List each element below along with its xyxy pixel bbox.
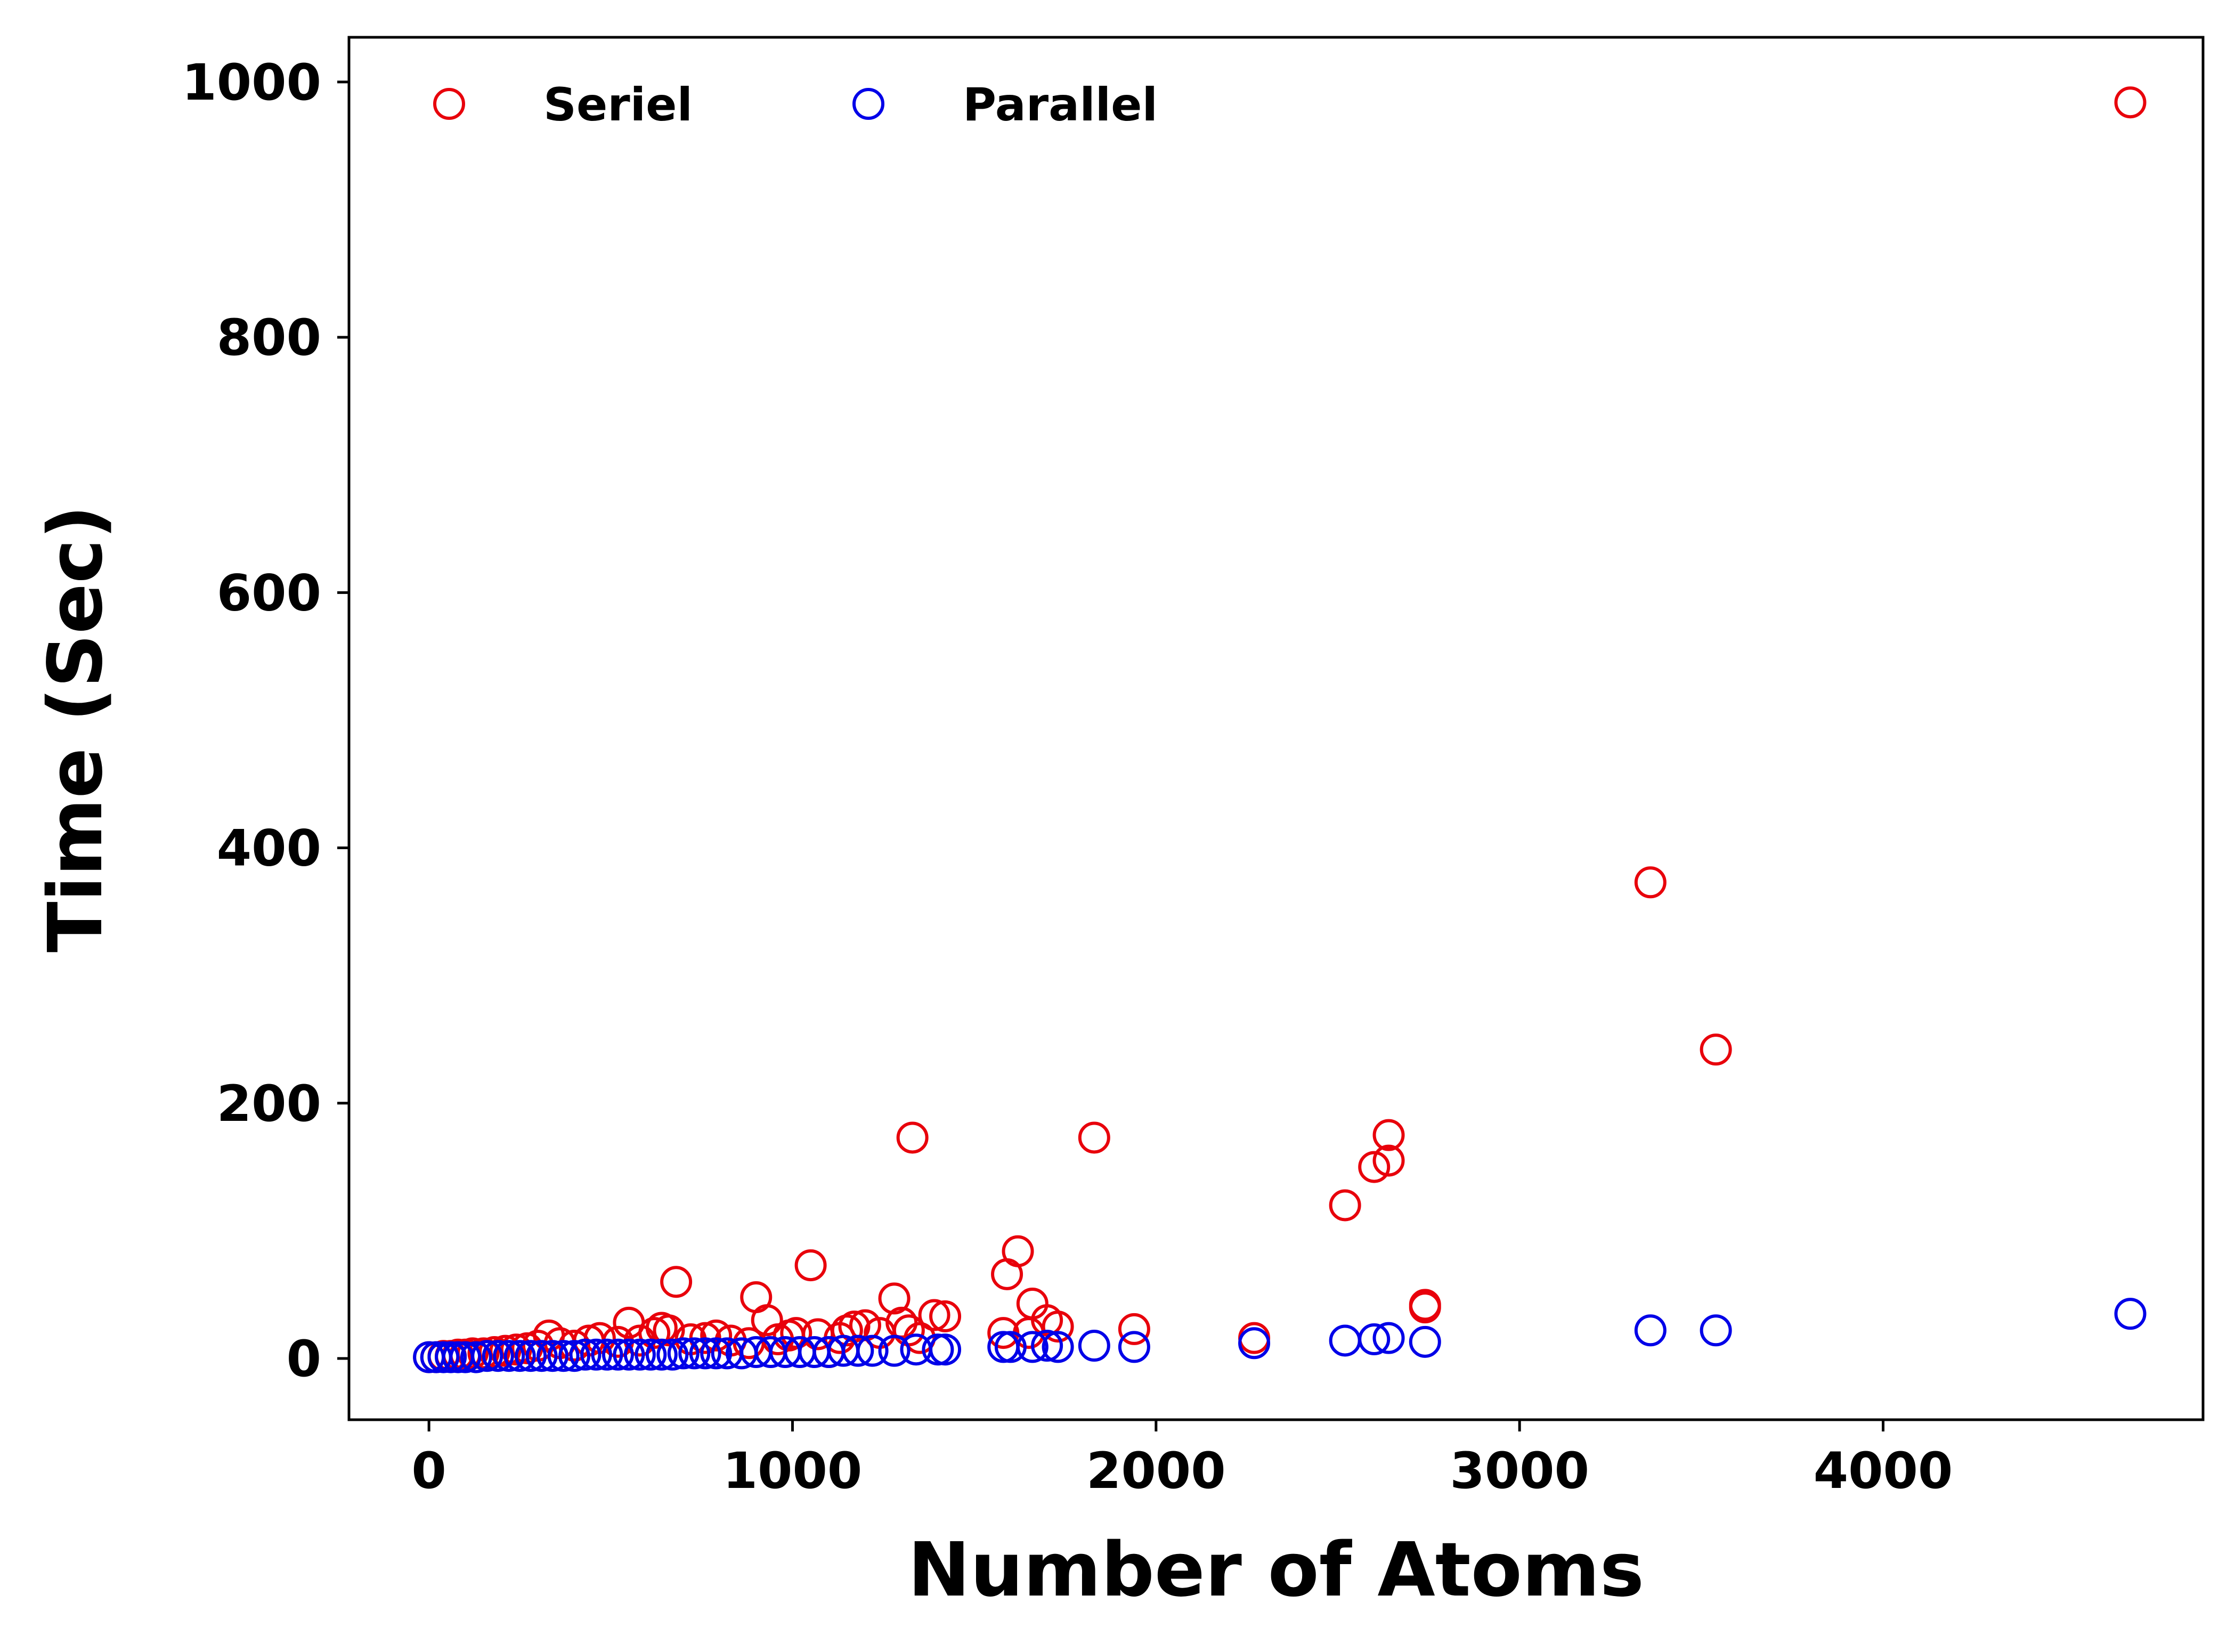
data-point: [493, 1340, 525, 1372]
data-point: [1700, 1314, 1732, 1347]
data-point: [2114, 1298, 2147, 1330]
data-point: [660, 1266, 693, 1298]
data-point: [613, 1338, 645, 1371]
data-point: [922, 1333, 954, 1366]
data-point: [1118, 1313, 1150, 1345]
y-tick-label: 0: [287, 1330, 321, 1388]
data-point: [1078, 1121, 1110, 1154]
data-points: [413, 86, 2147, 1373]
data-point: [1372, 1322, 1405, 1354]
legend: Seriel Parallel: [433, 78, 1158, 132]
data-point: [929, 1333, 962, 1366]
data-point: [856, 1334, 889, 1367]
y-tick-label: 600: [217, 564, 321, 622]
legend-label: Parallel: [963, 78, 1158, 132]
data-point: [602, 1338, 634, 1371]
data-point: [929, 1300, 962, 1332]
data-point: [1358, 1323, 1391, 1356]
data-point: [1358, 1151, 1391, 1183]
x-tick-label: 4000: [1814, 1442, 1953, 1500]
data-point: [689, 1337, 721, 1370]
data-point: [460, 1341, 492, 1373]
data-point: [656, 1338, 689, 1371]
x-tick-label: 1000: [723, 1442, 863, 1500]
data-point: [638, 1317, 671, 1349]
data-point: [1634, 866, 1667, 899]
data-point: [1372, 1119, 1405, 1151]
data-point: [842, 1334, 874, 1367]
data-point: [667, 1337, 700, 1370]
data-point: [1700, 1033, 1732, 1066]
data-point: [635, 1338, 667, 1371]
y-tick-label: 400: [217, 820, 321, 878]
legend-marker: [852, 88, 884, 120]
data-point: [896, 1121, 929, 1154]
x-tick-label: 0: [411, 1442, 446, 1500]
data-point: [1372, 1144, 1405, 1177]
data-point: [780, 1317, 812, 1349]
y-tick-label: 200: [217, 1075, 321, 1133]
data-point: [1634, 1314, 1667, 1347]
data-point: [558, 1340, 591, 1372]
y-axis: 0 200 400 600 800 1000: [182, 54, 349, 1388]
data-point: [427, 1341, 460, 1373]
data-point: [878, 1334, 911, 1367]
data-point: [580, 1338, 612, 1371]
x-tick-label: 3000: [1450, 1442, 1589, 1500]
data-point: [678, 1337, 711, 1370]
data-point: [1118, 1331, 1150, 1363]
data-point: [525, 1340, 558, 1372]
y-tick-label: 800: [217, 309, 321, 367]
data-point: [700, 1319, 733, 1352]
data-point: [1329, 1189, 1361, 1222]
y-axis-label: Time (Sec): [32, 505, 119, 953]
data-point: [471, 1340, 503, 1372]
data-point: [1042, 1331, 1074, 1363]
data-point: [1002, 1235, 1034, 1267]
data-point: [482, 1340, 514, 1372]
y-tick-label: 1000: [182, 54, 321, 112]
data-point: [700, 1337, 733, 1370]
data-point: [1409, 1325, 1441, 1358]
data-point: [503, 1340, 536, 1372]
x-tick-label: 2000: [1086, 1442, 1226, 1500]
legend-marker: [433, 88, 465, 120]
data-point: [515, 1340, 547, 1372]
data-point: [653, 1314, 685, 1347]
data-point: [500, 1333, 532, 1366]
series-parallel: [413, 1298, 2147, 1373]
legend-label: Seriel: [543, 78, 693, 132]
data-point: [878, 1282, 911, 1315]
data-point: [1016, 1331, 1049, 1363]
data-point: [1031, 1330, 1063, 1362]
data-point: [591, 1338, 623, 1371]
data-point: [2114, 86, 2147, 119]
data-point: [1078, 1330, 1110, 1362]
data-point: [449, 1341, 482, 1373]
data-point: [489, 1334, 522, 1367]
data-point: [569, 1338, 602, 1371]
data-point: [623, 1338, 656, 1371]
data-point: [537, 1340, 569, 1372]
data-point: [1409, 1289, 1441, 1321]
x-axis-label: Number of Atoms: [908, 1527, 1644, 1614]
plot-area: [347, 36, 2205, 1421]
data-point: [547, 1340, 580, 1372]
data-point: [794, 1249, 827, 1282]
data-point: [1042, 1311, 1074, 1343]
data-point: [994, 1331, 1027, 1363]
data-point: [645, 1338, 678, 1371]
data-point: [1238, 1327, 1271, 1360]
x-axis: 0 1000 2000 3000 4000: [411, 1420, 1953, 1500]
data-point: [918, 1299, 950, 1331]
data-point: [435, 1341, 467, 1373]
data-point: [751, 1304, 783, 1337]
